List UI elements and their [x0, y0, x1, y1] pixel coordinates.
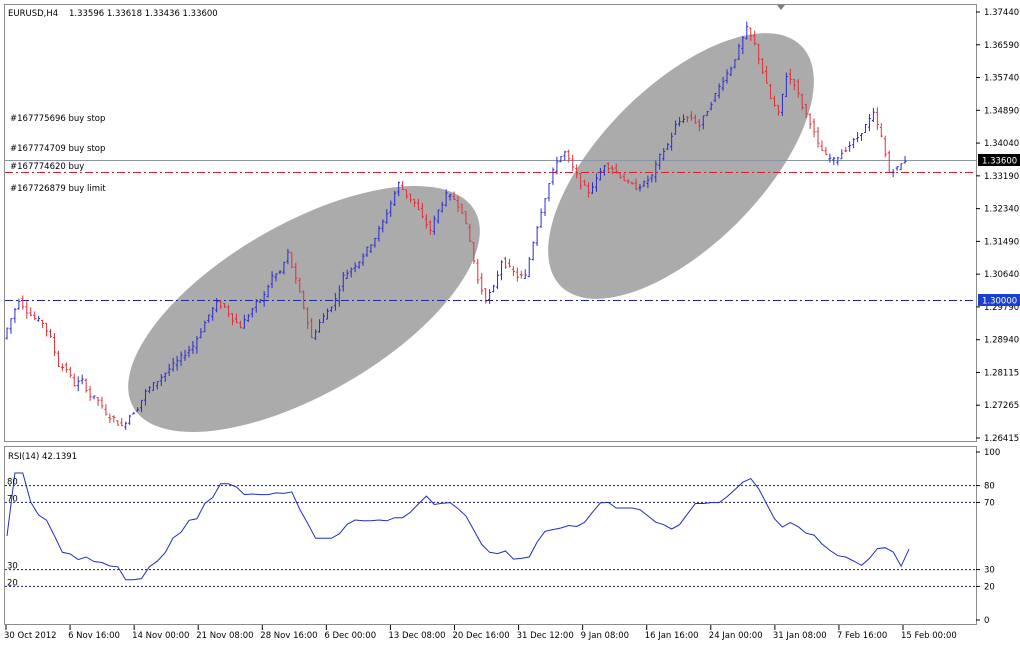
price-bars — [5, 21, 907, 430]
price-tick-label: 1.34040 — [984, 139, 1019, 149]
svg-text:1.30000: 1.30000 — [982, 297, 1017, 307]
price-tick-label: 1.26415 — [984, 434, 1019, 444]
rsi-axis-label: 30 — [984, 566, 995, 576]
time-tick-label: 21 Nov 08:00 — [196, 631, 253, 641]
rsi-line — [6, 472, 910, 581]
time-tick-label: 6 Nov 16:00 — [68, 631, 120, 641]
time-tick-label: 31 Jan 08:00 — [773, 631, 827, 641]
time-tick-label: 15 Feb 00:00 — [901, 631, 957, 641]
rsi-axis-label: 70 — [984, 498, 995, 508]
price-tick-label: 1.34890 — [984, 106, 1019, 116]
time-tick-label: 7 Feb 16:00 — [837, 631, 887, 641]
rsi-axis-label: 20 — [984, 582, 995, 592]
price-tick-label: 1.35740 — [984, 74, 1019, 84]
time-tick-label: 14 Nov 00:00 — [132, 631, 189, 641]
order-label-4[interactable]: #167726879 buy limit — [10, 184, 106, 194]
time-tick-label: 20 Dec 16:00 — [453, 631, 510, 641]
price-tick-label: 1.37440 — [984, 8, 1019, 18]
time-tick-label: 28 Nov 16:00 — [260, 631, 317, 641]
rsi-level-label: 20 — [7, 578, 18, 588]
chart-shift-marker-icon[interactable] — [777, 5, 785, 10]
rsi-level-label: 70 — [7, 494, 18, 504]
price-tick-label: 1.28940 — [984, 336, 1019, 346]
price-tick-label: 1.29790 — [984, 303, 1019, 313]
rsi-axis-label: 0 — [984, 616, 989, 626]
time-axis[interactable]: 30 Oct 2012 6 Nov 16:00 14 Nov 00:00 21 Nov… — [4, 625, 957, 641]
rsi-title: RSI(14) 42.1391 — [8, 452, 77, 462]
price-tick-label: 1.28115 — [984, 368, 1019, 378]
channel-highlight-2 — [548, 33, 814, 299]
time-tick-label: 16 Jan 16:00 — [645, 631, 699, 641]
price-tick-label: 1.32340 — [984, 205, 1019, 215]
price-axis[interactable]: 1.37440 1.36590 1.35740 1.34890 1.34040 1.331… — [976, 8, 1019, 444]
time-tick-label: 6 Dec 00:00 — [324, 631, 376, 641]
chart-symbol-title: EURUSD,H4 — [8, 9, 58, 19]
price-tick-label: 1.27265 — [984, 401, 1019, 411]
chart-ohlc-values: 1.33596 1.33618 1.33436 1.33600 — [69, 9, 218, 19]
time-tick-label: 31 Dec 12:00 — [517, 631, 574, 641]
rsi-level-label: 30 — [7, 562, 18, 572]
rsi-axis: 100 80 70 30 20 0 — [976, 448, 1000, 626]
rsi-axis-label: 100 — [984, 448, 1000, 458]
time-tick-label: 13 Dec 08:00 — [388, 631, 445, 641]
time-tick-label: 9 Jan 08:00 — [581, 631, 629, 641]
time-tick-label: 30 Oct 2012 — [4, 631, 57, 641]
rsi-level-label: 80 — [7, 478, 18, 488]
rsi-left-level-labels: 80 70 30 20 — [7, 478, 18, 589]
order-label-3[interactable]: #167774620 buy — [10, 162, 84, 172]
current-price-marker: 1.33600 — [978, 154, 1020, 167]
rsi-subwindow-frame[interactable] — [4, 446, 977, 625]
order-label-2[interactable]: #167774709 buy stop — [10, 144, 105, 154]
price-tick-label: 1.30640 — [984, 270, 1019, 280]
time-tick-label: 24 Jan 00:00 — [709, 631, 763, 641]
price-tick-label: 1.36590 — [984, 41, 1019, 51]
rsi-level-lines — [5, 485, 976, 587]
svg-text:1.33600: 1.33600 — [982, 157, 1017, 167]
price-tick-label: 1.31490 — [984, 237, 1019, 247]
price-tick-label: 1.33190 — [984, 172, 1019, 182]
level-price-marker: 1.30000 — [978, 294, 1020, 307]
rsi-axis-label: 80 — [984, 482, 995, 492]
order-label-1[interactable]: #167775696 buy stop — [10, 114, 105, 124]
